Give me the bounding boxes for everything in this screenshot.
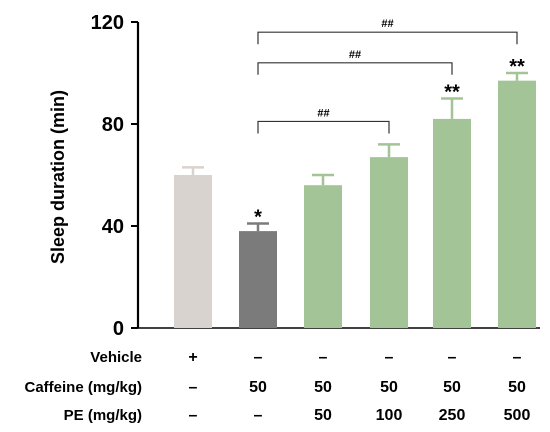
condition-row-label: Vehicle <box>90 349 142 366</box>
condition-cell: 50 <box>508 379 526 396</box>
comparison-label: ## <box>381 18 393 30</box>
condition-cell: – <box>385 349 394 366</box>
bar <box>239 231 277 328</box>
condition-cell: 500 <box>504 407 531 424</box>
condition-cell: + <box>188 349 197 366</box>
chart-error-bars <box>182 71 528 232</box>
bar <box>304 185 342 328</box>
condition-cell: 50 <box>380 379 398 396</box>
condition-cell: – <box>254 349 263 366</box>
condition-cell: 50 <box>249 379 267 396</box>
chart-significance-marks: ***** <box>254 56 525 228</box>
y-tick-label: 0 <box>113 318 124 340</box>
bar <box>498 80 536 329</box>
bar <box>433 118 471 329</box>
condition-cell: 100 <box>376 407 403 424</box>
condition-row-label: Caffeine (mg/kg) <box>24 379 142 396</box>
bar <box>370 157 408 328</box>
significance-mark: ** <box>509 56 525 78</box>
condition-cell: – <box>254 407 263 424</box>
condition-cell: – <box>319 349 328 366</box>
condition-cell: – <box>189 407 198 424</box>
chart-axes: 0 40 80 120 Sleep duration (min) <box>48 12 540 340</box>
significance-mark: ** <box>444 82 460 104</box>
condition-cell: – <box>513 349 522 366</box>
condition-cell: – <box>448 349 457 366</box>
comparison-label: ## <box>317 107 329 119</box>
bar <box>174 175 212 328</box>
significance-mark: * <box>254 206 262 228</box>
y-tick-label: 120 <box>91 12 124 34</box>
condition-row-label: PE (mg/kg) <box>64 407 142 424</box>
comparison-bracket <box>257 31 518 45</box>
comparison-bracket <box>257 62 453 75</box>
condition-cell: 50 <box>314 379 332 396</box>
condition-cell: 50 <box>443 379 461 396</box>
y-tick-label: 80 <box>102 114 124 136</box>
chart-bars <box>174 80 536 329</box>
y-axis-label: Sleep duration (min) <box>48 90 68 264</box>
comparison-label: ## <box>349 49 361 61</box>
condition-table: Vehicle + – – – – – Caffeine (mg/kg) – 50 50 50 50 50… <box>24 349 530 424</box>
comparison-bracket <box>257 120 390 134</box>
condition-cell: – <box>189 379 198 396</box>
condition-cell: 50 <box>314 407 332 424</box>
chart-comparison-brackets: ## ## ## <box>257 18 518 134</box>
condition-cell: 250 <box>439 407 466 424</box>
y-tick-label: 40 <box>102 216 124 238</box>
